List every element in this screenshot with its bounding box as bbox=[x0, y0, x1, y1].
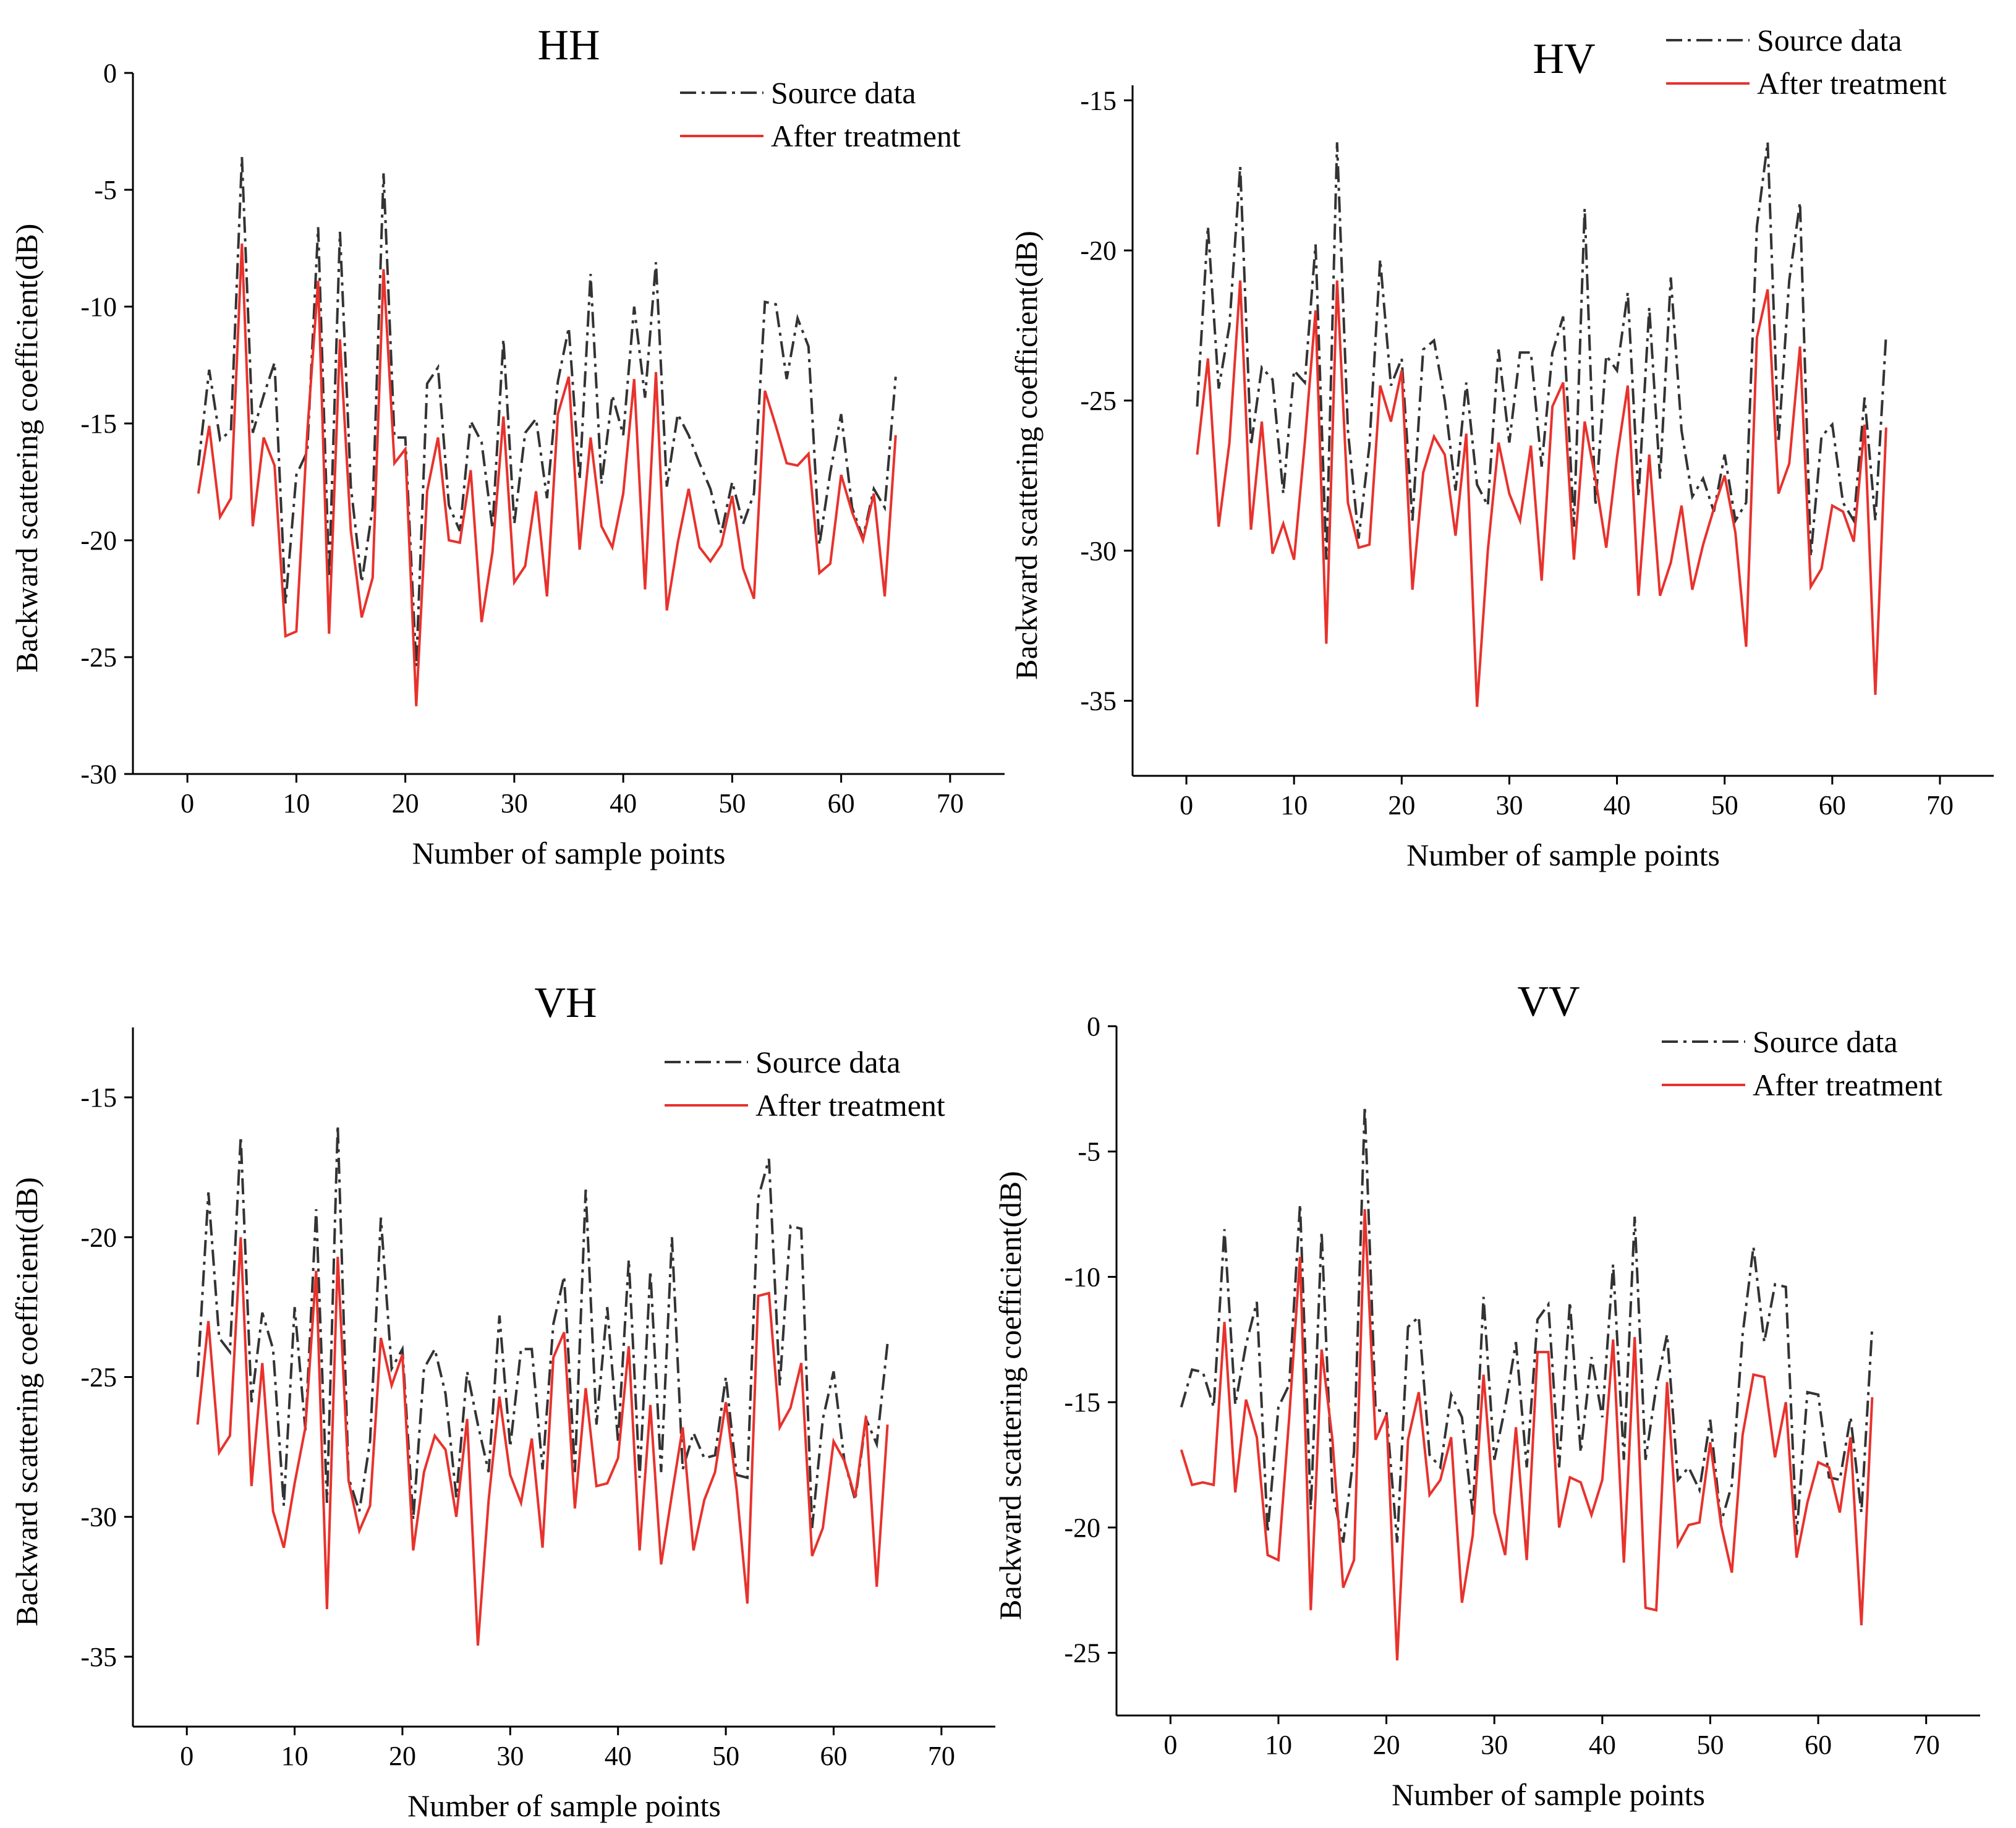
x-axis-title: Number of sample points bbox=[1406, 838, 1720, 872]
x-tick-label: 30 bbox=[501, 788, 528, 818]
x-tick-label: 0 bbox=[180, 1741, 194, 1771]
x-tick-label: 70 bbox=[937, 788, 964, 818]
series-after-treatment-line bbox=[197, 243, 897, 707]
y-tick-label: -35 bbox=[1080, 686, 1116, 716]
y-tick-label: -5 bbox=[94, 175, 117, 205]
x-tick-label: 30 bbox=[1481, 1730, 1508, 1760]
y-tick-label: -5 bbox=[1078, 1137, 1100, 1167]
x-tick-label: 20 bbox=[392, 788, 419, 818]
y-tick-label: -30 bbox=[80, 759, 117, 789]
x-tick-label: 0 bbox=[181, 788, 194, 818]
x-tick-label: 40 bbox=[1604, 790, 1631, 820]
x-axis-title: Number of sample points bbox=[407, 1788, 721, 1823]
chart-title: HV bbox=[1533, 35, 1595, 83]
x-tick-label: 10 bbox=[283, 788, 310, 818]
x-tick-label: 50 bbox=[1711, 790, 1738, 820]
y-tick-label: -30 bbox=[80, 1502, 117, 1533]
x-tick-label: 20 bbox=[389, 1741, 416, 1771]
x-tick-label: 0 bbox=[1180, 790, 1193, 820]
y-tick-label: -20 bbox=[80, 525, 117, 556]
x-tick-label: 40 bbox=[1589, 1730, 1616, 1760]
legend-label: After treatment bbox=[1753, 1068, 1942, 1102]
legend-label: Source data bbox=[1753, 1024, 1898, 1059]
y-axis-title: Backward scattering coefficient(dB) bbox=[993, 1171, 1027, 1620]
series-source-data-line bbox=[1196, 142, 1887, 560]
chart-title: HH bbox=[537, 22, 600, 69]
chart-panel-hv: 0 10 20 30 40 50 60 70 -15 -20 -25 -30 -35 Number of … bbox=[1009, 23, 1994, 872]
legend-label: Source data bbox=[755, 1045, 901, 1079]
y-tick-label: -30 bbox=[1080, 536, 1116, 566]
chart-panel-vv: 0 10 20 30 40 50 60 70 0 -5 -10 -15 -20 -25 Number of … bbox=[993, 978, 1980, 1812]
x-axis-title: Number of sample points bbox=[1392, 1777, 1705, 1812]
y-tick-label: -15 bbox=[80, 409, 117, 439]
chart-title: VH bbox=[534, 979, 597, 1027]
y-tick-label: 0 bbox=[1087, 1011, 1100, 1042]
x-tick-label: 20 bbox=[1373, 1730, 1400, 1760]
y-tick-label: -25 bbox=[80, 1362, 117, 1393]
x-tick-label: 20 bbox=[1388, 790, 1415, 820]
y-axis-title: Backward scattering coefficient(dB) bbox=[9, 224, 44, 673]
x-tick-label: 70 bbox=[1913, 1730, 1940, 1760]
series-source-data-line bbox=[197, 157, 897, 667]
y-tick-label: -15 bbox=[80, 1082, 117, 1113]
x-tick-label: 70 bbox=[1926, 790, 1954, 820]
x-tick-label: 10 bbox=[281, 1741, 308, 1771]
x-tick-label: 30 bbox=[496, 1741, 524, 1771]
legend-label: After treatment bbox=[771, 119, 961, 153]
x-tick-label: 70 bbox=[928, 1741, 955, 1771]
x-tick-label: 50 bbox=[1696, 1730, 1724, 1760]
x-tick-label: 40 bbox=[605, 1741, 632, 1771]
x-tick-label: 0 bbox=[1163, 1730, 1177, 1760]
x-tick-label: 40 bbox=[610, 788, 637, 818]
y-tick-label: -20 bbox=[1080, 236, 1116, 266]
y-tick-label: 0 bbox=[103, 58, 117, 88]
legend-label: Source data bbox=[1757, 23, 1902, 57]
y-axis-title: Backward scattering coefficient(dB) bbox=[9, 1177, 44, 1626]
y-tick-label: -35 bbox=[80, 1642, 117, 1672]
chart-panel-hh: 0 10 20 30 40 50 60 70 0 -5 -10 -15 -20 -25 -30 Number … bbox=[9, 22, 1005, 870]
series-after-treatment-line bbox=[1196, 280, 1887, 707]
x-tick-label: 10 bbox=[1265, 1730, 1292, 1760]
x-tick-label: 50 bbox=[718, 788, 746, 818]
x-tick-label: 60 bbox=[1819, 790, 1846, 820]
x-tick-label: 60 bbox=[1805, 1730, 1832, 1760]
legend-label: After treatment bbox=[755, 1088, 945, 1123]
series-after-treatment-line bbox=[1180, 1209, 1874, 1660]
y-tick-label: -15 bbox=[1080, 85, 1116, 116]
x-tick-label: 30 bbox=[1495, 790, 1523, 820]
chart-title: VV bbox=[1517, 978, 1580, 1026]
x-tick-label: 60 bbox=[828, 788, 855, 818]
chart-panel-vh: 0 10 20 30 40 50 60 70 -15 -20 -25 -30 -35 Number of … bbox=[9, 979, 995, 1823]
series-source-data-line bbox=[196, 1125, 889, 1528]
y-tick-label: -20 bbox=[80, 1222, 117, 1252]
y-tick-label: -10 bbox=[80, 292, 117, 322]
x-tick-label: 50 bbox=[712, 1741, 739, 1771]
y-tick-label: -25 bbox=[1064, 1638, 1100, 1669]
x-axis-title: Number of sample points bbox=[412, 836, 726, 870]
legend-label: Source data bbox=[771, 75, 916, 110]
y-tick-label: -15 bbox=[1064, 1387, 1100, 1418]
series-after-treatment-line bbox=[196, 1237, 889, 1646]
y-tick-label: -25 bbox=[80, 642, 117, 673]
y-tick-label: -10 bbox=[1064, 1262, 1100, 1292]
y-axis-title: Backward scattering coefficient(dB) bbox=[1009, 231, 1044, 680]
x-tick-label: 60 bbox=[820, 1741, 847, 1771]
y-tick-label: -25 bbox=[1080, 386, 1116, 416]
y-tick-label: -20 bbox=[1064, 1513, 1100, 1543]
x-tick-label: 10 bbox=[1280, 790, 1308, 820]
series-source-data-line bbox=[1180, 1106, 1874, 1543]
legend-label: After treatment bbox=[1757, 66, 1947, 101]
